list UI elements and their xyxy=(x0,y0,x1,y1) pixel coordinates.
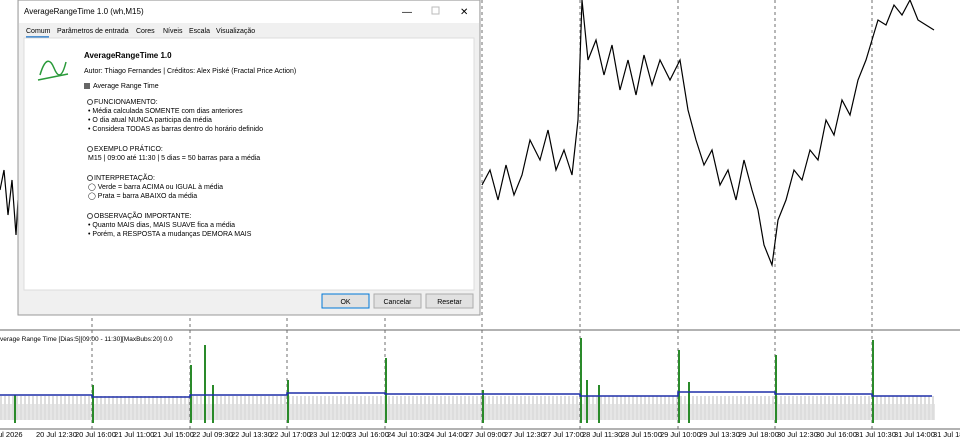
logo xyxy=(37,60,69,81)
time-label: 31 Jul 14:00 xyxy=(894,430,935,439)
time-label: 27 Jul 17:00 xyxy=(543,430,584,439)
time-label: 20 Jul 12:30 xyxy=(36,430,77,439)
price-line xyxy=(481,0,935,268)
section-icon xyxy=(87,99,93,105)
section-line: ◯ Prata = barra ABAIXO da média xyxy=(88,192,197,200)
author: Autor: Thiago Fernandes | Créditos: Alex… xyxy=(84,68,296,75)
section-line: • Média calculada SOMENTE com dias anter… xyxy=(88,108,243,115)
section-line: • Quanto MAIS dias, MAIS SUAVE fica a mé… xyxy=(88,222,235,229)
tab[interactable]: Cores xyxy=(136,28,155,35)
time-label: 28 Jul 15:00 xyxy=(621,430,662,439)
average-line xyxy=(0,391,932,398)
time-label: 31 Jul 10:30 xyxy=(855,430,896,439)
time-label: ul 2026 xyxy=(0,430,23,439)
time-label: 27 Jul 09:00 xyxy=(465,430,506,439)
time-label: 29 Jul 10:00 xyxy=(660,430,701,439)
button-label[interactable]: OK xyxy=(340,299,350,306)
time-label: 21 Jul 15:00 xyxy=(153,430,194,439)
button[interactable] xyxy=(373,293,422,309)
time-label: 27 Jul 12:30 xyxy=(504,430,545,439)
button[interactable] xyxy=(425,293,474,309)
section-title: INTERPRETAÇÃO: xyxy=(94,173,155,182)
price-line xyxy=(0,169,19,236)
tab[interactable]: Visualização xyxy=(216,28,255,35)
section-line: • Porém, a RESPOSTA a mudanças DEMORA MA… xyxy=(88,231,252,238)
chart-area xyxy=(0,0,935,430)
section-icon xyxy=(87,213,93,219)
green-bars xyxy=(14,338,874,423)
time-label: 30 Jul 12:30 xyxy=(777,430,818,439)
time-label: 30 Jul 16:00 xyxy=(816,430,857,439)
heading: AverageRangeTime 1.0 xyxy=(84,51,172,60)
section-line: • Considera TODAS as barras dentro do ho… xyxy=(88,126,263,133)
section-icon xyxy=(87,175,93,181)
time-label: 28 Jul 11:30 xyxy=(582,430,622,439)
indicator-label: verage Range Time [Dias:5][09:00 - 11:30… xyxy=(0,336,173,343)
tab[interactable]: Níveis xyxy=(163,28,183,35)
section-icon xyxy=(87,146,93,152)
maximize[interactable] xyxy=(431,6,440,15)
histogram xyxy=(0,395,935,423)
tab[interactable]: Parâmetros de entrada xyxy=(57,28,129,35)
dialog: AverageRangeTime 1.0 (wh,M15) — ✕ Comum P… xyxy=(17,0,481,316)
button-label[interactable]: Cancelar xyxy=(383,299,412,306)
time-label: 23 Jul 12:00 xyxy=(309,430,350,439)
time-label: 29 Jul 18:00 xyxy=(738,430,779,439)
time-label: 22 Jul 09:30 xyxy=(192,430,233,439)
tab[interactable]: Escala xyxy=(189,28,210,35)
section-line: M15 | 09:00 até 11:30 | 5 dias = 50 barr… xyxy=(88,155,260,162)
section-title: EXEMPLO PRÁTICO: xyxy=(94,144,163,153)
section-title: OBSERVAÇÃO IMPORTANTE: xyxy=(94,211,192,220)
minimize[interactable]: — xyxy=(402,7,412,18)
section-line: ◯ Verde = barra ACIMA ou IGUAL à média xyxy=(88,183,223,191)
time-label: 24 Jul 14:00 xyxy=(426,430,467,439)
section-line: • O dia atual NUNCA participa da média xyxy=(88,117,212,124)
time-label: 22 Jul 13:30 xyxy=(231,430,272,439)
time-label: 23 Jul 16:00 xyxy=(348,430,389,439)
time-label: 21 Jul 11:00 xyxy=(114,430,154,439)
close[interactable]: ✕ xyxy=(460,7,468,18)
time-label: 29 Jul 13:30 xyxy=(699,430,740,439)
time-label: 20 Jul 16:00 xyxy=(75,430,116,439)
subtitle: Average Range Time xyxy=(93,83,159,90)
button[interactable] xyxy=(321,293,370,309)
time-label: 24 Jul 10:30 xyxy=(387,430,428,439)
tab[interactable]: Comum xyxy=(26,28,51,35)
time-label: 22 Jul 17:00 xyxy=(270,430,311,439)
dialog-title: AverageRangeTime 1.0 (wh,M15) xyxy=(24,7,144,16)
section-title: FUNCIONAMENTO: xyxy=(94,99,158,106)
button-label[interactable]: Resetar xyxy=(437,299,462,306)
time-label: 31 Jul 18 xyxy=(933,430,960,439)
